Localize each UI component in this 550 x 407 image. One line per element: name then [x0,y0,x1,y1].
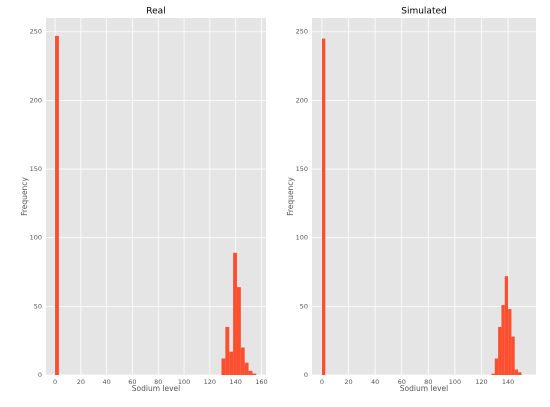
x-tick-label: 60 [398,378,406,386]
y-tick-label: 0 [38,371,42,379]
bar [252,373,257,375]
bar [518,372,522,375]
y-tick-label: 250 [30,28,42,36]
bar [491,373,495,375]
y-axis-label: Frequency [20,177,29,216]
x-axis-label: Sodium level [132,384,180,393]
plot-background [312,18,536,375]
bar [508,309,512,375]
x-tick-label: 120 [204,378,216,386]
plot-background [46,18,266,375]
x-tick-label: 120 [475,378,487,386]
x-tick-label: 80 [154,378,162,386]
y-tick-label: 100 [296,234,308,242]
x-tick-label: 0 [320,378,324,386]
bar [244,362,249,375]
x-tick-label: 20 [344,378,352,386]
bar [240,347,245,375]
x-tick-label: 160 [255,378,267,386]
y-tick-label: 200 [296,96,308,104]
x-tick-label: 60 [128,378,136,386]
y-tick-label: 0 [304,371,308,379]
x-tick-label: 100 [449,378,461,386]
bar [501,304,505,375]
y-axis-label: Frequency [286,177,295,216]
bar [498,326,502,375]
x-axis-label: Sodium level [400,384,448,393]
y-tick-label: 150 [30,165,42,173]
x-tick-label: 40 [103,378,111,386]
bar [225,326,230,375]
x-tick-label: 40 [371,378,379,386]
chart-title: Simulated [401,7,446,17]
bar [511,336,515,375]
bar [504,276,509,375]
chart-title: Real [146,7,165,17]
x-tick-label: 80 [424,378,432,386]
y-tick-label: 100 [30,234,42,242]
bar [321,38,326,375]
bar [514,369,519,375]
bar [229,351,234,375]
bar [248,370,253,375]
bar [494,358,499,375]
x-tick-label: 20 [77,378,85,386]
y-tick-label: 250 [296,28,308,36]
x-tick-label: 100 [178,378,190,386]
y-tick-label: 50 [300,302,308,310]
y-tick-label: 150 [296,165,308,173]
x-tick-label: 140 [229,378,241,386]
y-tick-label: 50 [34,302,42,310]
x-tick-label: 0 [53,378,57,386]
y-tick-label: 200 [30,96,42,104]
bar [221,358,226,375]
bar [236,287,241,375]
x-tick-label: 140 [502,378,514,386]
bar [233,252,237,375]
bar [55,35,59,375]
